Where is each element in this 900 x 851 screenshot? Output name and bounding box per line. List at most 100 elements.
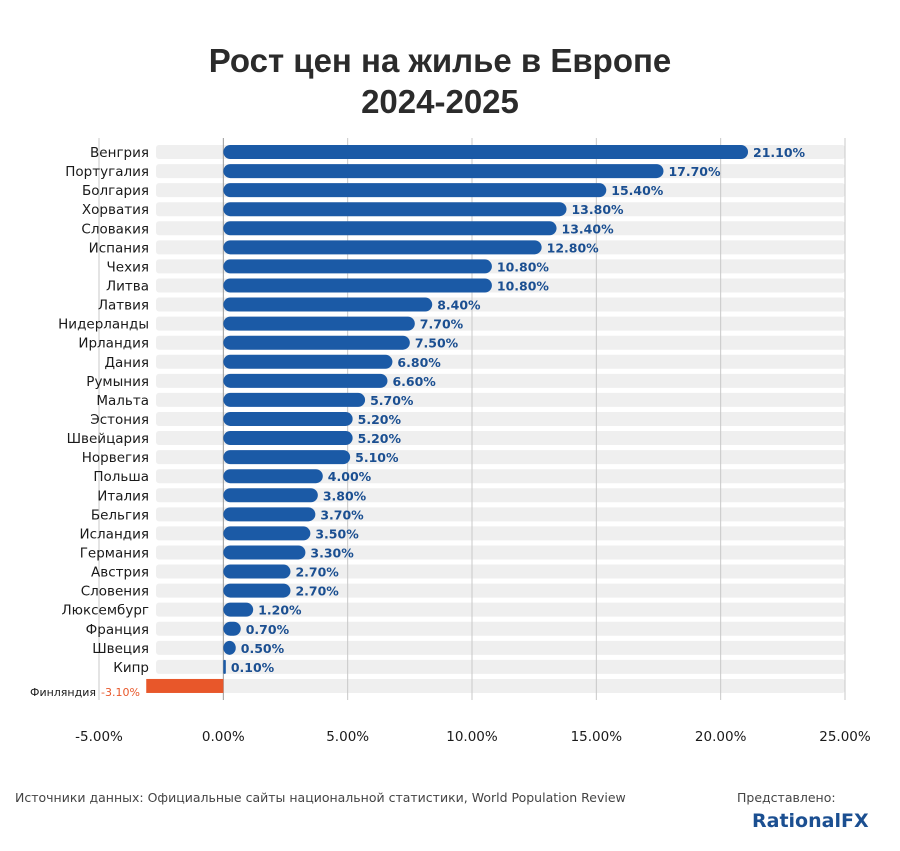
bar-Бельгия (223, 507, 316, 522)
bar-track (156, 526, 845, 541)
value-label: 3.80% (323, 488, 367, 503)
bar-track (156, 678, 845, 693)
value-label: 5.10% (355, 450, 399, 465)
bar-track (156, 507, 845, 522)
value-labels: 21.10% 17.70% 15.40% 13.80% 13.40% 12.80% 10.8… (101, 145, 806, 699)
bar-Италия (223, 488, 318, 503)
value-label: 5.20% (358, 431, 402, 446)
bar-Испания (223, 240, 542, 255)
chart-title-line-1: Рост цен на жилье в Европе (209, 42, 672, 79)
bar-Люксембург (223, 602, 254, 617)
bar-Мальта (223, 392, 366, 407)
bar-track (156, 488, 845, 503)
category-label: Нидерланды (58, 317, 149, 333)
category-label: Литва (106, 278, 149, 294)
category-label: Швеция (92, 641, 149, 657)
category-label: Эстония (90, 412, 149, 428)
bar-Кипр (223, 659, 226, 674)
value-label: 4.00% (328, 469, 372, 484)
bar-Швейцария (223, 431, 353, 446)
category-label: Мальта (96, 393, 149, 409)
x-tick-label: 5.00% (326, 729, 369, 745)
bar-Чехия (223, 259, 492, 274)
category-label: Бельгия (91, 507, 149, 523)
bar-Хорватия (223, 202, 567, 217)
bar-Болгария (223, 183, 607, 198)
source-note: Источники данных: Официальные сайты наци… (15, 790, 626, 805)
bar-track (156, 469, 845, 484)
category-label: Германия (80, 545, 149, 561)
value-label: 13.40% (562, 221, 615, 236)
value-label: 3.50% (315, 526, 359, 541)
bar-Германия (223, 545, 306, 560)
value-label: 7.70% (420, 317, 464, 332)
value-label: 6.60% (392, 374, 436, 389)
value-label: 10.80% (497, 259, 550, 274)
category-label: Латвия (98, 298, 149, 314)
value-label: 0.10% (231, 660, 275, 675)
value-label: 2.70% (295, 584, 339, 599)
category-label: Люксембург (61, 603, 149, 619)
bar-Словения (223, 583, 291, 598)
value-label: 8.40% (437, 298, 481, 313)
category-label: Норвегия (82, 450, 149, 466)
x-tick-label: -5.00% (75, 729, 123, 745)
bar-Венгрия (223, 145, 749, 159)
bar-Исландия (223, 526, 311, 541)
category-label: Ирландия (78, 336, 149, 352)
bar-track (156, 640, 845, 655)
bar-track (156, 602, 845, 617)
category-label: Португалия (65, 164, 149, 180)
bar-Ирландия (223, 335, 410, 350)
x-tick-label: 15.00% (571, 729, 623, 745)
value-label: 7.50% (415, 336, 459, 351)
category-label: Дания (104, 355, 149, 371)
value-label: 3.70% (320, 507, 364, 522)
bar-track (156, 621, 845, 636)
x-tick-label: 10.00% (446, 729, 498, 745)
bar-Франция (223, 621, 241, 636)
bar-Латвия (223, 297, 433, 312)
value-label: 6.80% (397, 355, 441, 370)
value-label: 3.30% (310, 545, 354, 560)
category-label: Италия (97, 488, 149, 504)
value-label: 12.80% (547, 240, 600, 255)
category-label: Хорватия (82, 202, 149, 218)
value-label: 0.50% (241, 641, 285, 656)
chart-title-line-2: 2024-2025 (361, 83, 519, 120)
value-label: 13.80% (571, 202, 624, 217)
category-label: Франция (86, 622, 149, 638)
category-label: Болгария (82, 183, 149, 199)
x-tick-label: 25.00% (819, 729, 871, 745)
bar-Финляндия (146, 678, 224, 693)
value-label: 17.70% (668, 164, 721, 179)
brand-logo-text: RationalFX (752, 810, 869, 832)
bar-Швеция (223, 640, 236, 655)
x-tick-label: 0.00% (202, 729, 245, 745)
category-label: Словения (81, 584, 149, 600)
bar-Норвегия (223, 450, 351, 465)
bar-Дания (223, 354, 393, 369)
value-label: 21.10% (753, 145, 806, 160)
category-label: Финляндия (30, 686, 96, 699)
presented-by-label: Представлено: (737, 790, 836, 805)
bar-track (156, 564, 845, 579)
x-tick-label: 20.00% (695, 729, 747, 745)
category-labels: Венгрия Португалия Болгария Хорватия Словаки… (30, 145, 149, 699)
bar-Австрия (223, 564, 291, 579)
category-label: Словакия (81, 221, 149, 237)
value-label: 10.80% (497, 278, 550, 293)
category-label: Венгрия (90, 145, 149, 161)
category-label: Румыния (86, 374, 149, 390)
value-label: 15.40% (611, 183, 664, 198)
value-label: 1.20% (258, 603, 302, 618)
category-label: Испания (89, 240, 149, 256)
value-label: 5.20% (358, 412, 402, 427)
value-label: -3.10% (101, 686, 140, 699)
category-label: Чехия (107, 259, 149, 275)
category-label: Польша (93, 469, 149, 485)
bar-track (156, 659, 845, 674)
value-label: 5.70% (370, 393, 414, 408)
bar-Эстония (223, 411, 353, 426)
